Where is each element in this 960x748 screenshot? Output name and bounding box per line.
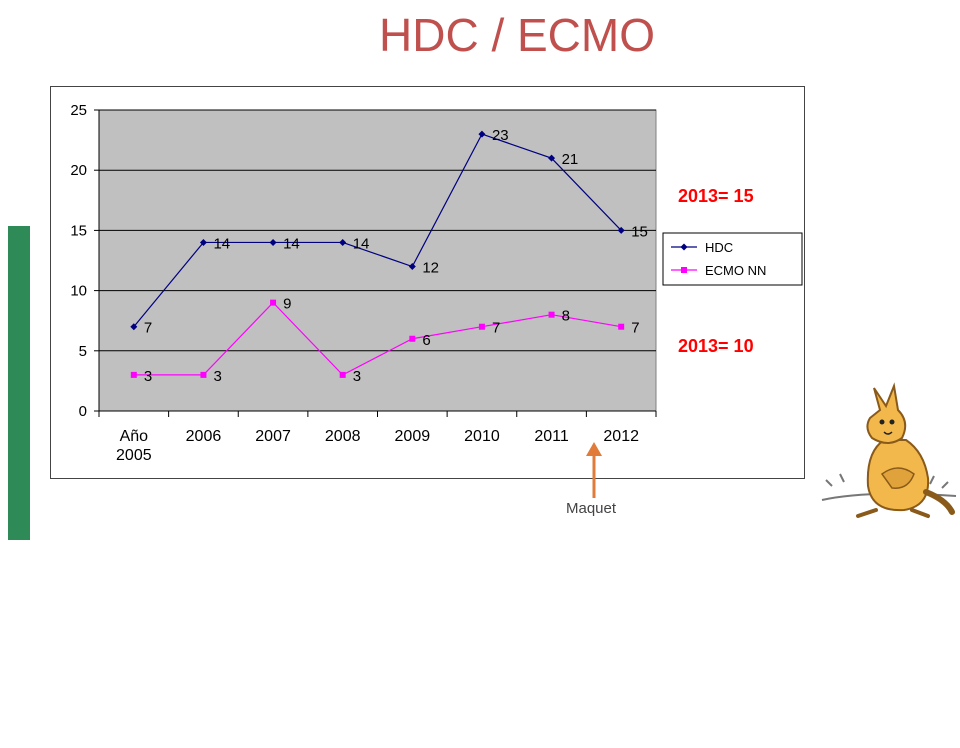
data-point <box>199 238 207 246</box>
data-point <box>617 226 625 234</box>
series-line <box>133 301 622 376</box>
y-tick-label: 0 <box>79 403 87 420</box>
logo-side-bar: Sant Joan de Déu <box>8 226 39 748</box>
data-label: 7 <box>631 320 639 337</box>
data-label: 8 <box>562 308 570 325</box>
slide-title: HDC / ECMO <box>379 9 655 61</box>
data-point <box>478 130 486 138</box>
y-tick-label: 10 <box>70 283 87 300</box>
x-tick-label: Año <box>120 428 149 445</box>
legend-box <box>662 232 803 286</box>
data-point <box>618 323 625 330</box>
data-point <box>269 238 277 246</box>
x-tick-label: 2010 <box>464 428 500 445</box>
maquet-label: Maquet <box>566 500 617 517</box>
y-tick-label: 25 <box>70 102 87 119</box>
data-label: 3 <box>144 368 152 385</box>
y-tick-label: 20 <box>70 162 87 179</box>
data-point <box>130 323 138 331</box>
data-label: 14 <box>283 235 300 252</box>
data-point <box>339 238 347 246</box>
data-label: 3 <box>213 368 221 385</box>
ecmo-2013-note: 2013= 10 <box>678 336 754 356</box>
legend-label: HDC <box>705 240 733 255</box>
legend-marker <box>680 243 688 251</box>
y-tick-label: 5 <box>79 343 87 360</box>
x-tick-label: 2011 <box>534 428 569 445</box>
data-label: 21 <box>562 151 579 168</box>
chart-frame: 0 5 10 15 20 25 Año 2005 2006 2007 2008 2009 2010 201… <box>50 86 805 479</box>
y-tick-label: 15 <box>70 222 87 239</box>
x-tick-label: 2009 <box>395 428 431 445</box>
legend-label: ECMO NN <box>705 263 766 278</box>
data-label: 15 <box>631 223 648 240</box>
plot-area <box>98 109 657 412</box>
data-label: 9 <box>283 296 291 313</box>
data-label: 7 <box>492 320 500 337</box>
data-label: 7 <box>144 320 152 337</box>
data-point <box>270 299 277 306</box>
data-label: 14 <box>353 235 370 252</box>
series-line <box>133 133 622 328</box>
data-point <box>409 335 416 342</box>
maquet-arrow-icon <box>586 442 602 498</box>
data-point <box>548 154 556 162</box>
x-tick-label: 2006 <box>186 428 222 445</box>
data-point <box>478 323 485 330</box>
x-tick-label: 2007 <box>255 428 291 445</box>
line-chart: 0 5 10 15 20 25 Año 2005 2006 2007 2008 2009 2010 201… <box>70 102 803 464</box>
legend-marker <box>681 267 687 273</box>
data-point <box>548 311 555 318</box>
data-point <box>130 371 137 378</box>
data-point <box>339 371 346 378</box>
kangaroo-mascot-icon <box>821 382 957 518</box>
data-label: 14 <box>213 235 230 252</box>
hdc-2013-note: 2013= 15 <box>678 186 754 206</box>
data-label: 12 <box>422 260 439 277</box>
x-tick-label: 2008 <box>325 428 361 445</box>
data-label: 3 <box>353 368 361 385</box>
data-label: 23 <box>492 127 509 144</box>
x-tick-label: 2012 <box>603 428 639 445</box>
x-tick-label: 2005 <box>116 447 152 464</box>
logo-text: Sant Joan de Déu <box>14 563 39 748</box>
data-label: 6 <box>422 332 430 349</box>
data-point <box>200 371 207 378</box>
data-point <box>408 263 416 271</box>
